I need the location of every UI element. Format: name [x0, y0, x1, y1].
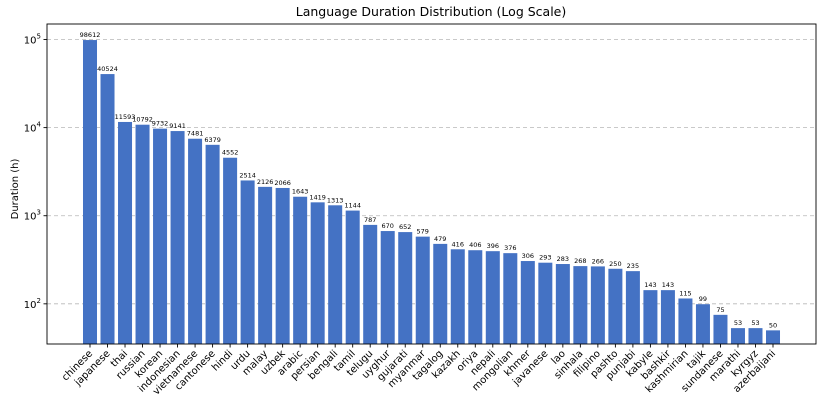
bar-mongolian [503, 253, 518, 344]
bars [82, 40, 781, 344]
data-label-telugu: 787 [364, 216, 376, 224]
y-tick-label: 103 [24, 209, 41, 223]
bar-cantonese [205, 144, 220, 344]
chart-title: Language Duration Distribution (Log Scal… [296, 4, 567, 19]
bar-persian [310, 202, 325, 344]
bar-kyrgyz [748, 328, 763, 344]
data-label-japanese: 40524 [97, 65, 118, 73]
bar-uyghur [380, 231, 395, 344]
bar-vietnamese [188, 138, 203, 344]
data-label-tamil: 1144 [344, 202, 361, 210]
bar-korean [153, 128, 168, 344]
data-label-pashto: 250 [609, 260, 621, 268]
data-label-indonesian: 9141 [169, 122, 186, 130]
bar-malay [258, 186, 273, 344]
data-label-uyghur: 670 [382, 222, 394, 230]
data-label-gujarati: 652 [399, 223, 411, 231]
bar-kazakh [450, 249, 465, 344]
bar-javanese [538, 262, 553, 344]
data-label-kashmirian: 115 [679, 289, 691, 297]
data-label-lao: 283 [557, 255, 569, 263]
x-ticks: chinesejapanesethairussiankoreanindonesi… [60, 344, 778, 397]
data-label-nepali: 396 [487, 242, 499, 250]
data-label-khmer: 306 [522, 252, 534, 260]
data-label-kabyle: 143 [644, 281, 656, 289]
data-label-hindi: 4552 [222, 149, 239, 157]
bar-russian [135, 124, 150, 344]
bar-thai [118, 121, 133, 344]
bar-pashto [608, 268, 623, 344]
y-tick-label: 104 [24, 121, 42, 135]
bar-azerbaijani [765, 330, 781, 344]
data-label-tagalog: 479 [434, 235, 446, 243]
data-label-urdu: 2514 [239, 171, 256, 179]
data-label-sinhala: 268 [574, 257, 586, 265]
bar-arabic [293, 196, 308, 344]
bar-lao [555, 264, 570, 344]
data-label-russian: 10792 [132, 116, 153, 124]
data-label-bengali: 1313 [327, 196, 344, 204]
data-label-kyrgyz: 53 [751, 319, 759, 327]
bar-urdu [240, 180, 255, 344]
bar-tamil [345, 210, 360, 344]
data-label-persian: 1419 [309, 193, 326, 201]
data-label-arabic: 1643 [292, 188, 309, 196]
data-label-punjabi: 235 [627, 262, 639, 270]
data-label-filipino: 266 [592, 257, 604, 265]
data-label-uzbek: 2066 [274, 179, 291, 187]
bar-indonesian [170, 131, 185, 344]
data-label-cantonese: 6379 [204, 136, 221, 144]
bar-japanese [100, 74, 115, 344]
bar-bengali [328, 205, 343, 344]
data-label-kazakh: 416 [452, 240, 464, 248]
y-tick-label: 102 [24, 297, 41, 311]
bar-hindi [223, 157, 238, 344]
bar-sundanese [713, 314, 728, 344]
bar-sinhala [573, 266, 588, 344]
bar-khmer [520, 261, 535, 344]
data-label-azerbaijani: 50 [769, 321, 777, 329]
data-label-vietnamese: 7481 [187, 130, 204, 138]
data-label-javanese: 293 [539, 254, 551, 262]
bar-gujarati [398, 232, 413, 344]
y-axis-label: Duration (h) [10, 159, 21, 220]
data-label-chinese: 98612 [80, 31, 101, 39]
data-label-thai: 11593 [115, 113, 136, 121]
data-label-sundanese: 75 [716, 306, 724, 314]
bar-telugu [363, 224, 378, 344]
data-label-bashkir: 143 [662, 281, 674, 289]
data-label-mongolian: 376 [504, 244, 516, 252]
bar-bashkir [660, 290, 675, 344]
bar-punjabi [625, 271, 640, 344]
bar-uzbek [275, 187, 290, 344]
bar-oriya [468, 250, 483, 344]
data-label-myanmar: 579 [417, 228, 429, 236]
data-label-tajik: 99 [699, 295, 707, 303]
bar-myanmar [415, 236, 430, 344]
data-label-malay: 2126 [257, 178, 274, 186]
bar-kabyle [643, 290, 658, 344]
bar-nepali [485, 251, 500, 344]
y-ticks: 102 103 104 105 [24, 33, 47, 311]
data-label-korean: 9732 [152, 120, 169, 128]
bar-kashmirian [678, 298, 693, 344]
data-label-oriya: 406 [469, 241, 481, 249]
y-tick-label: 105 [24, 33, 41, 47]
data-label-marathi: 53 [734, 319, 742, 327]
plot-frame [46, 23, 817, 345]
bar-marathi [730, 328, 745, 344]
bar-tajik [695, 304, 710, 344]
bar-tagalog [433, 243, 448, 344]
bar-chinese [82, 40, 98, 344]
bar-filipino [590, 266, 605, 344]
